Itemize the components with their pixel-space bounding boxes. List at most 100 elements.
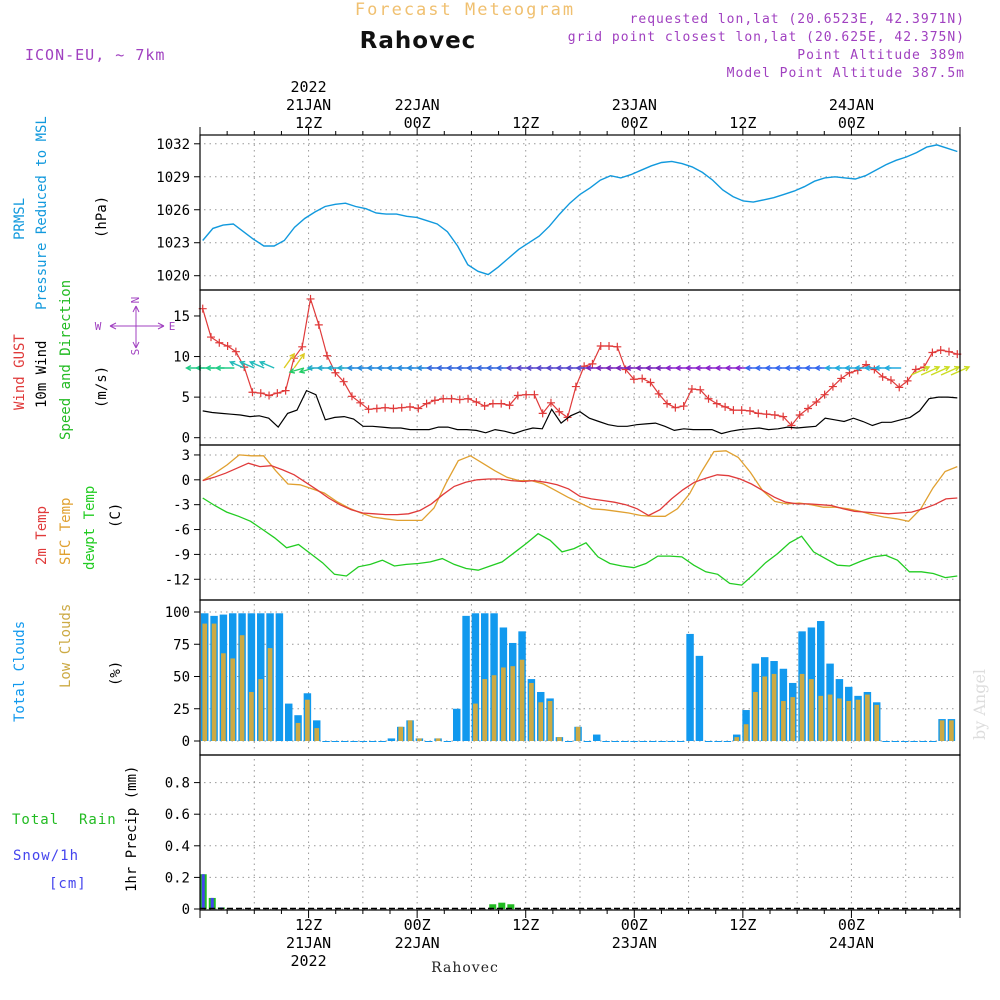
- clouds-ytick-label: 100: [165, 605, 190, 621]
- watermark: by Angel: [970, 669, 989, 740]
- wind-direction-arrowhead: [944, 365, 951, 372]
- wind-direction-arrowhead: [824, 364, 831, 372]
- wind-direction-arrow: [920, 366, 940, 376]
- wind-direction-arrowhead: [406, 364, 413, 372]
- wind-direction-arrow: [930, 366, 950, 376]
- temp-unit: (C): [108, 503, 124, 528]
- wind-gust-point: [389, 404, 398, 413]
- wind-direction-arrowhead: [833, 364, 841, 372]
- wind-direction-arrowhead: [435, 364, 443, 372]
- wind-direction-arrowhead: [228, 360, 236, 367]
- wind-ytick-label: 0: [182, 431, 190, 447]
- bottom-day-label: 23JAN: [612, 934, 657, 952]
- bottom-time-label: 00Z: [621, 916, 648, 934]
- wind-direction-arrowhead: [654, 364, 662, 372]
- wind-direction-arrowhead: [585, 364, 592, 372]
- total-label: Total: [12, 812, 59, 828]
- wind-direction-arrowhead: [455, 364, 462, 372]
- temp-sfc-label: SFC Temp: [58, 498, 74, 565]
- top-day-label: 23JAN: [612, 96, 657, 114]
- wind-10m-label: 10m Wind: [34, 341, 50, 408]
- wind-direction-arrowhead: [704, 364, 711, 372]
- snow-bar: [210, 897, 214, 909]
- wind-direction-arrow: [910, 366, 930, 376]
- temp-2m-label: 2m Temp: [34, 506, 50, 565]
- total-cloud-bar: [453, 708, 461, 741]
- precip-ytick-label: 0.2: [165, 870, 190, 886]
- wind-gust-point: [281, 386, 290, 395]
- clouds-ytick-label: 75: [173, 637, 190, 653]
- wind-direction-arrowhead: [376, 364, 383, 372]
- temp-2m-line: [202, 462, 958, 517]
- wind-direction-arrowhead: [396, 364, 403, 372]
- wind-gust-point: [546, 398, 555, 407]
- low-cloud-bar: [407, 720, 413, 741]
- frames-layer: [199, 134, 961, 911]
- wind-direction-arrow: [230, 361, 245, 369]
- low-cloud-bar: [221, 653, 226, 741]
- wind-direction-arrowhead: [794, 364, 801, 372]
- total-cloud-bar: [471, 613, 480, 741]
- bottom-time-label: 00Z: [838, 916, 865, 934]
- wind-direction-arrowhead: [258, 360, 266, 367]
- wind-gust-point: [314, 320, 323, 329]
- grid-layer: [204, 139, 956, 910]
- wind-direction-arrowhead: [288, 367, 296, 374]
- low-cloud-bar: [865, 694, 870, 741]
- wind-gust-point: [638, 374, 647, 383]
- total-cloud-bar: [593, 734, 601, 741]
- wind-gust-point: [215, 338, 224, 347]
- total-cloud-bar: [481, 613, 489, 741]
- wind-ytick-label: 15: [173, 309, 190, 325]
- wind-direction-arrowhead: [505, 364, 512, 372]
- wind-gust-point: [414, 404, 423, 413]
- compass-west: W: [95, 320, 102, 333]
- wind-gust-point: [397, 403, 406, 412]
- top-year-label: 2022: [291, 78, 327, 96]
- wind-direction-arrowhead: [204, 364, 212, 372]
- total-cloud-bar: [275, 613, 284, 741]
- wind-direction-arrow: [249, 361, 265, 369]
- low-cloud-bar: [417, 738, 422, 741]
- precip-unit: 1hr Precip (mm): [124, 766, 140, 892]
- wind-direction-arrowhead: [924, 365, 931, 372]
- wind-panel-labels: Wind GUST 10m Wind Speed and Direction (…: [12, 280, 110, 440]
- model-label: ICON-EU, ~ 7km: [25, 46, 165, 64]
- wind-gust-point: [306, 294, 315, 303]
- bottom-day-label: 22JAN: [395, 934, 440, 952]
- top-time-label: 00Z: [404, 114, 431, 132]
- low-cloud-bar: [398, 726, 404, 741]
- bottom-year-label: 2022: [291, 952, 327, 970]
- pressure-panel-labels: PRMSL Pressure Reduced to MSL (hPa): [12, 116, 110, 310]
- wind-gust-point: [207, 333, 216, 342]
- precip-ytick-label: 0.4: [165, 839, 190, 855]
- wind-direction-arrowhead: [248, 360, 256, 367]
- wind-gust-point: [878, 372, 887, 381]
- wind-unit: (m/s): [94, 366, 110, 408]
- bottom-time-label: 12Z: [295, 916, 322, 934]
- wind-gust-point: [223, 341, 232, 350]
- wind-direction-arrowhead: [356, 364, 363, 372]
- wind-direction-arrowhead: [565, 364, 572, 372]
- model-altitude: Model Point Altitude 387.5m: [727, 66, 965, 81]
- pressure-ytick-label: 1026: [156, 203, 190, 219]
- wind-gust-point: [439, 394, 448, 403]
- wind-direction-arrowhead: [714, 364, 721, 372]
- low-cloud-bar: [827, 694, 833, 741]
- data-layer: [185, 144, 971, 909]
- wind-gust-point: [928, 348, 937, 357]
- wind-direction-arrowhead: [664, 364, 671, 372]
- wind-gust-point: [837, 374, 846, 383]
- wind-gust-point: [364, 405, 373, 414]
- wind-direction-arrowhead: [555, 364, 562, 372]
- wind-gust-point: [762, 410, 771, 419]
- compass-arrows: [109, 305, 165, 349]
- wind-direction-arrowhead: [316, 364, 323, 372]
- wind-gust-point: [356, 398, 365, 407]
- wind-gust-point: [248, 388, 257, 397]
- wind-direction-arrowhead: [724, 364, 731, 372]
- wind-gust-point: [596, 341, 605, 350]
- wind-direction-arrowhead: [754, 364, 761, 372]
- wind-direction-arrowhead: [336, 364, 343, 372]
- wind-gust-point: [804, 404, 813, 413]
